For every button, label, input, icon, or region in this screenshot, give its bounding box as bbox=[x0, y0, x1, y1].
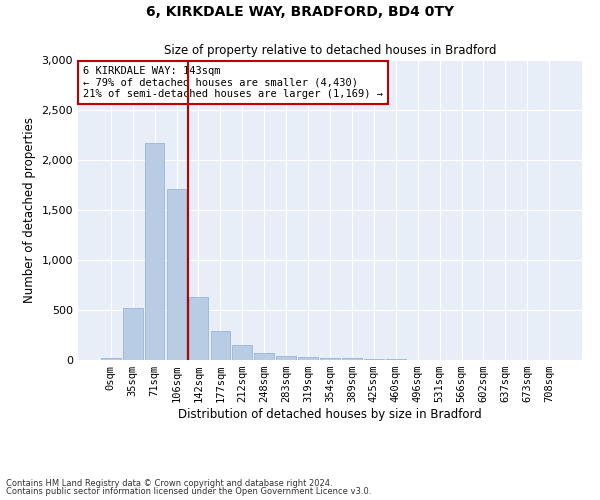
Bar bbox=[276, 356, 296, 360]
Bar bbox=[145, 142, 164, 360]
Bar bbox=[188, 296, 208, 360]
Title: Size of property relative to detached houses in Bradford: Size of property relative to detached ho… bbox=[164, 44, 496, 58]
Bar bbox=[320, 358, 340, 360]
Bar bbox=[364, 358, 384, 360]
Bar bbox=[342, 358, 362, 360]
Text: 6, KIRKDALE WAY, BRADFORD, BD4 0TY: 6, KIRKDALE WAY, BRADFORD, BD4 0TY bbox=[146, 5, 454, 19]
Bar bbox=[298, 356, 318, 360]
X-axis label: Distribution of detached houses by size in Bradford: Distribution of detached houses by size … bbox=[178, 408, 482, 421]
Bar bbox=[254, 352, 274, 360]
Bar bbox=[211, 331, 230, 360]
Bar bbox=[232, 345, 252, 360]
Text: Contains HM Land Registry data © Crown copyright and database right 2024.: Contains HM Land Registry data © Crown c… bbox=[6, 478, 332, 488]
Bar bbox=[101, 358, 121, 360]
Bar bbox=[386, 359, 406, 360]
Y-axis label: Number of detached properties: Number of detached properties bbox=[23, 117, 36, 303]
Bar bbox=[123, 308, 143, 360]
Text: Contains public sector information licensed under the Open Government Licence v3: Contains public sector information licen… bbox=[6, 487, 371, 496]
Text: 6 KIRKDALE WAY: 143sqm
← 79% of detached houses are smaller (4,430)
21% of semi-: 6 KIRKDALE WAY: 143sqm ← 79% of detached… bbox=[83, 66, 383, 99]
Bar bbox=[167, 189, 187, 360]
